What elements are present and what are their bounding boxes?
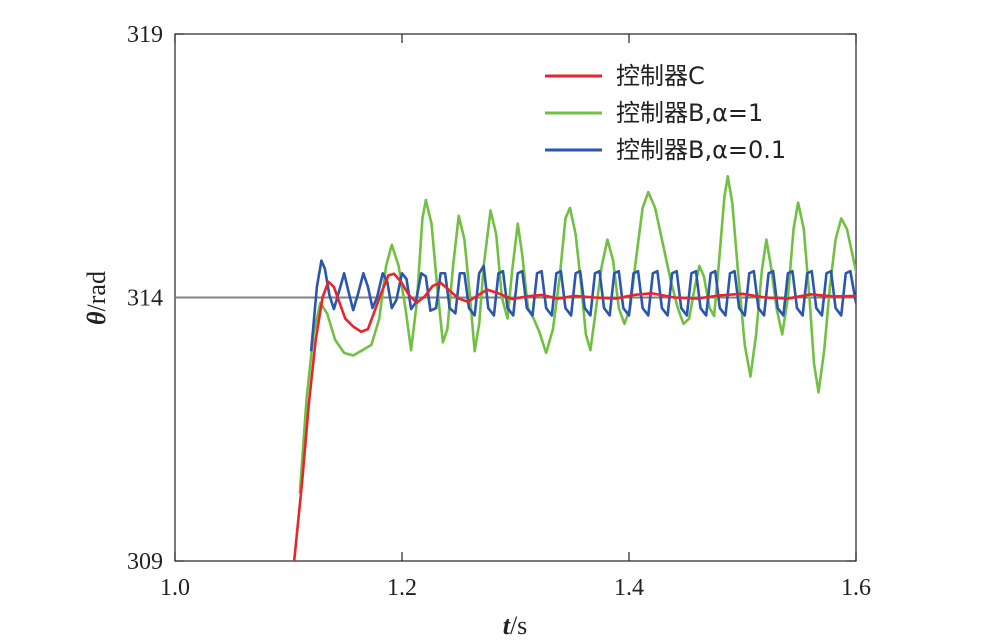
x-axis-title: t/s xyxy=(503,611,528,640)
x-tick-label: 1.4 xyxy=(614,575,644,601)
series-line-1 xyxy=(292,272,856,561)
axis-unit: /s xyxy=(510,611,527,640)
legend-label-1: 控制器C xyxy=(616,62,705,90)
legend: 控制器C 控制器B,α=1 控制器B,α=0.1 xyxy=(545,62,786,164)
x-tick-label: 1.2 xyxy=(387,575,417,601)
axis-variable: t xyxy=(503,611,511,640)
series-layer xyxy=(292,174,856,561)
legend-label-3: 控制器B,α=0.1 xyxy=(616,136,786,164)
axis-variable: θ xyxy=(82,311,111,325)
axis-ticks: 1.0 1.2 1.4 1.6 309 314 319 xyxy=(127,22,871,601)
axis-unit: /rad xyxy=(82,271,111,311)
x-tick-label: 1.0 xyxy=(160,575,190,601)
series-line-3 xyxy=(309,259,856,352)
y-tick-label: 314 xyxy=(127,286,163,312)
y-tick-label: 319 xyxy=(127,22,163,48)
series-line-2 xyxy=(298,174,856,494)
y-tick-label: 309 xyxy=(127,549,163,575)
legend-label-2: 控制器B,α=1 xyxy=(616,99,763,127)
y-axis-title: θ/rad xyxy=(82,271,111,325)
x-tick-label: 1.6 xyxy=(841,575,871,601)
